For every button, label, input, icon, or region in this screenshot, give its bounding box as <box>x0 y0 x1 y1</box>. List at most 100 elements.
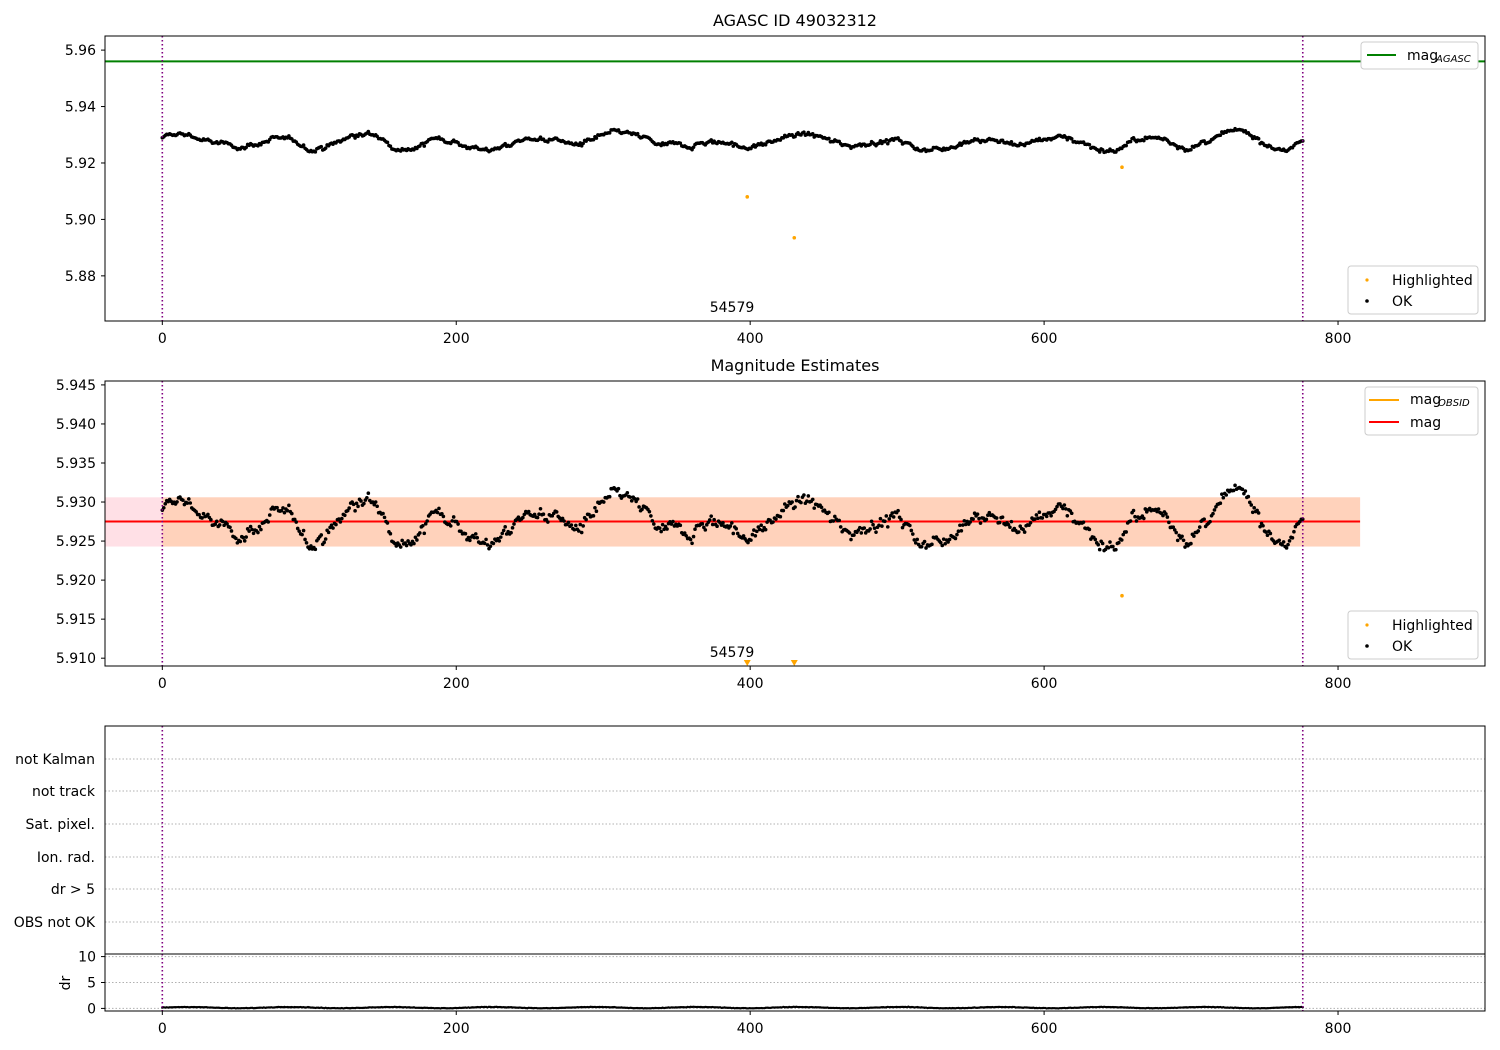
ok-point <box>1000 515 1005 519</box>
ok-point <box>576 529 581 533</box>
ok-point <box>793 505 797 509</box>
ok-point <box>497 539 502 543</box>
ok-point <box>874 530 878 534</box>
ok-point <box>978 521 983 525</box>
ok-point <box>491 541 496 546</box>
ok-point <box>763 527 768 532</box>
ok-point <box>331 526 335 530</box>
ok-point <box>313 150 318 154</box>
flag-category-label: dr > 5 <box>51 882 95 898</box>
ok-point <box>459 529 463 534</box>
ok-point <box>1180 534 1184 539</box>
axes-frame <box>104 35 1486 322</box>
ok-point <box>1028 520 1033 525</box>
ok-point <box>228 525 232 530</box>
ok-point <box>282 510 287 515</box>
ok-point <box>295 526 300 531</box>
obsid-label: 54579 <box>710 300 755 316</box>
ok-point <box>1106 545 1111 550</box>
ok-point <box>1022 530 1027 534</box>
ok-point <box>688 537 693 542</box>
ok-point <box>862 526 867 530</box>
y-tick-label: 5.90 <box>65 212 96 228</box>
flag-category-label: not track <box>32 784 96 800</box>
ok-point <box>1100 541 1105 546</box>
x-tick-label: 400 <box>737 331 764 347</box>
ok-point <box>578 522 583 527</box>
ok-point <box>200 516 204 520</box>
ok-point <box>365 496 369 500</box>
ok-point <box>1081 520 1086 524</box>
y-tick-label: 5.915 <box>56 612 96 628</box>
ok-point <box>209 517 213 522</box>
legend-label-highlighted: Highlighted <box>1392 273 1473 289</box>
ok-point <box>1047 511 1052 515</box>
ok-point <box>1128 139 1133 144</box>
ok-point <box>1261 523 1265 528</box>
panel-agasc-legend-points: Highlighted OK <box>1347 265 1479 315</box>
ok-point <box>1256 511 1261 515</box>
ok-point <box>537 512 541 516</box>
ok-point <box>746 540 750 545</box>
ok-point <box>987 510 992 515</box>
ok-point <box>404 543 409 548</box>
ok-point <box>763 142 768 147</box>
ok-point <box>353 136 357 140</box>
ok-point <box>285 508 290 513</box>
x-tick-label: 400 <box>737 1021 764 1037</box>
ok-point <box>554 510 559 514</box>
ok-point <box>222 523 226 528</box>
y-tick-label: 5.910 <box>56 651 96 667</box>
panel-magnitude-title: Magnitude Estimates <box>711 356 880 375</box>
panel-agasc-title: AGASC ID 49032312 <box>713 11 877 30</box>
ok-point <box>420 523 425 528</box>
ok-point <box>1009 519 1014 524</box>
ok-point <box>650 518 655 523</box>
ok-point <box>1249 134 1254 138</box>
ok-point <box>217 523 222 527</box>
ok-point <box>257 524 262 529</box>
ok-point <box>1009 140 1014 144</box>
ok-point <box>256 530 260 535</box>
ok-point <box>899 139 903 143</box>
ok-point <box>700 522 705 526</box>
ok-point <box>301 143 306 147</box>
ok-point <box>503 525 507 529</box>
legend-label-mag: mag <box>1407 48 1438 64</box>
ok-point <box>1287 539 1292 543</box>
ok-point <box>1114 547 1118 552</box>
ok-point <box>896 508 900 513</box>
ok-point <box>594 509 599 514</box>
ok-point <box>1175 538 1180 543</box>
ok-point <box>890 511 895 515</box>
ok-point <box>400 538 404 543</box>
ok-point <box>1174 530 1179 535</box>
ok-point <box>247 529 251 533</box>
ok-point <box>1221 495 1226 500</box>
panel-dr-ylabel: dr <box>58 975 74 990</box>
ok-point <box>423 522 428 526</box>
ok-point <box>859 531 864 535</box>
ok-point <box>709 514 714 518</box>
ok-point <box>1087 527 1092 532</box>
ok-point <box>161 505 166 510</box>
ok-point <box>1268 531 1273 536</box>
y-tick-label: 5.88 <box>65 269 96 285</box>
ok-point <box>441 514 446 519</box>
ok-point <box>1108 540 1112 544</box>
ok-point <box>691 145 696 150</box>
ok-point <box>1021 527 1025 532</box>
ok-point <box>468 538 472 543</box>
ok-point <box>281 506 285 510</box>
ok-point <box>532 512 537 517</box>
ok-point <box>388 531 393 536</box>
ok-point <box>1300 517 1305 521</box>
ok-point <box>837 518 842 523</box>
ok-point <box>448 524 453 528</box>
ok-point <box>375 504 379 509</box>
ok-point <box>753 533 758 538</box>
ok-point <box>1033 517 1037 521</box>
ok-point <box>522 512 527 517</box>
ok-point <box>849 537 853 542</box>
ok-point <box>682 531 687 535</box>
